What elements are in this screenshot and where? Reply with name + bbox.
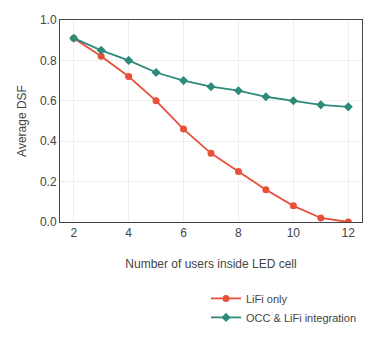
svg-text:0.6: 0.6 <box>40 94 57 108</box>
svg-text:0.4: 0.4 <box>40 134 57 148</box>
svg-text:10: 10 <box>287 226 301 240</box>
svg-text:4: 4 <box>125 226 132 240</box>
svg-text:Average DSF: Average DSF <box>15 85 29 157</box>
svg-text:0.8: 0.8 <box>40 54 57 68</box>
svg-text:8: 8 <box>235 226 242 240</box>
svg-text:Number of users inside LED cel: Number of users inside LED cell <box>125 257 296 271</box>
svg-text:OCC & LiFi integration: OCC & LiFi integration <box>246 312 356 324</box>
svg-text:12: 12 <box>342 226 356 240</box>
svg-text:LiFi only: LiFi only <box>246 293 287 305</box>
svg-text:0.0: 0.0 <box>40 215 57 229</box>
svg-text:0.2: 0.2 <box>40 175 57 189</box>
svg-text:1.0: 1.0 <box>40 13 57 27</box>
svg-text:2: 2 <box>70 226 77 240</box>
svg-text:6: 6 <box>180 226 187 240</box>
